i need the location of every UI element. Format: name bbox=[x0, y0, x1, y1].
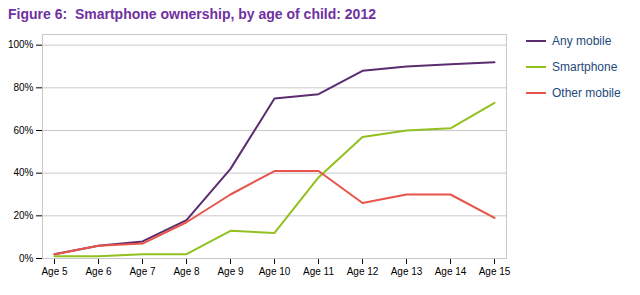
svg-text:60%: 60% bbox=[13, 125, 33, 136]
svg-text:Age 13: Age 13 bbox=[391, 266, 423, 277]
svg-text:Age 9: Age 9 bbox=[217, 266, 244, 277]
svg-text:Age 8: Age 8 bbox=[173, 266, 200, 277]
svg-text:Age 12: Age 12 bbox=[347, 266, 379, 277]
svg-text:40%: 40% bbox=[13, 167, 33, 178]
svg-text:0%: 0% bbox=[19, 253, 34, 264]
html-text:Figure 6: Smartphone ownership: Figure 6: Smartphone ownership, by age o… bbox=[8, 6, 376, 22]
svg-text:20%: 20% bbox=[13, 210, 33, 221]
svg-text:Age 5: Age 5 bbox=[41, 266, 68, 277]
svg-text:Age 10: Age 10 bbox=[259, 266, 291, 277]
svg-text:Age 15: Age 15 bbox=[479, 266, 511, 277]
svg-text:100%: 100% bbox=[8, 39, 34, 50]
svg-text:Age 14: Age 14 bbox=[435, 266, 467, 277]
html-text:Any mobile: Any mobile bbox=[552, 34, 612, 48]
html-text:Smartphone: Smartphone bbox=[552, 60, 618, 74]
svg-text:Age 7: Age 7 bbox=[129, 266, 156, 277]
svg-text:80%: 80% bbox=[13, 82, 33, 93]
svg-text:Age 6: Age 6 bbox=[85, 266, 112, 277]
html-text:Other mobile: Other mobile bbox=[552, 86, 621, 100]
svg-text:Age 11: Age 11 bbox=[303, 266, 334, 277]
